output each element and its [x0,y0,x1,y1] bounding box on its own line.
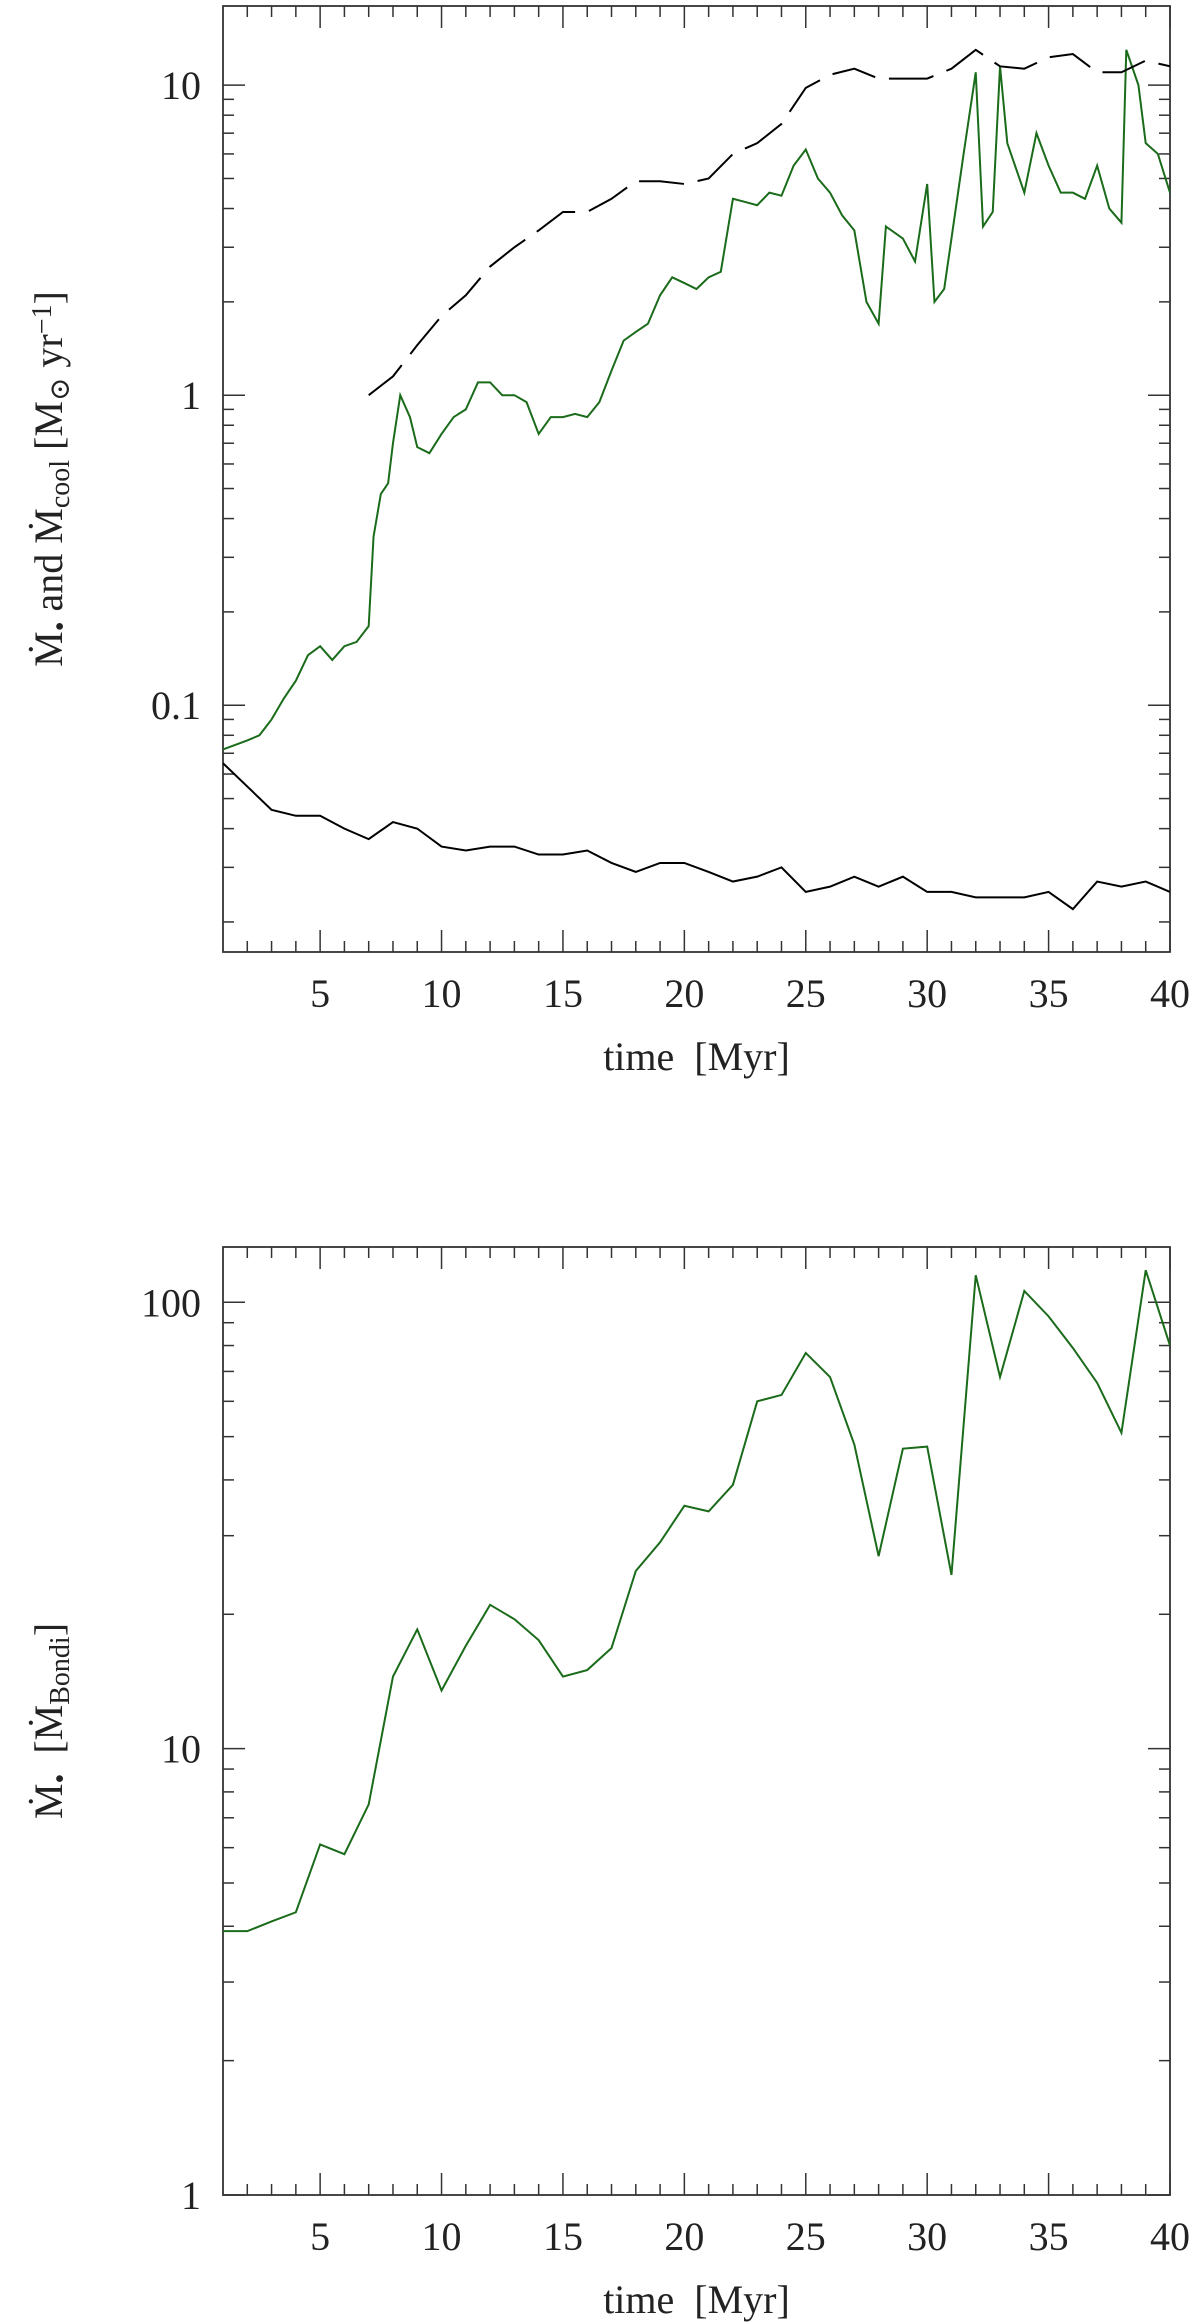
plot-frame [222,1246,1171,2196]
x-tick-label: 25 [786,2214,826,2259]
y-axis-label-part: Bondi [45,1636,76,1705]
x-tick-label: 35 [1029,971,1069,1016]
y-axis-label-part: ⊙ [45,378,76,401]
x-tick-label: 15 [543,2214,583,2259]
y-axis-label-part: • [45,1774,76,1784]
y-axis-label-part: −1 [27,304,58,334]
y-axis-label: Ṁ• [ṀBondi] [26,1623,76,1819]
y-axis-label-part: Ṁ [26,1783,71,1819]
x-tick-label: 35 [1029,2214,1069,2259]
series-line [223,762,1170,911]
y-axis-label-part: and Ṁ [26,508,71,621]
x-tick-label: 15 [543,971,583,1016]
y-axis-label-part: • [45,621,76,631]
plot: 5 10 15 20 25 30 35 40 0.1 1 10 time [Myr] Ṁ• and Ṁc… [26,5,1190,1079]
x-tick-label: 30 [907,2214,947,2259]
y-axis-label-part: [M [26,401,71,460]
plot: 5 10 15 20 25 30 35 40 1 10 100 time [Myr] Ṁ• [ṀBond… [26,1246,1190,2322]
series-line [368,48,1170,396]
x-tick-label: 10 [422,971,462,1016]
series-line [223,49,1170,751]
x-axis-label: time [Myr] [603,1034,790,1079]
x-tick-label: 20 [664,971,704,1016]
y-tick-label: 0.1 [151,683,201,728]
y-tick-label: 1 [181,373,201,418]
y-axis-label: Ṁ• and Ṁcool [M⊙ yr−1] [26,291,76,667]
x-tick-label: 40 [1150,971,1190,1016]
x-tick-label: 40 [1150,2214,1190,2259]
x-tick-label: 25 [786,971,826,1016]
series-line [223,1269,1170,1933]
y-axis-label-part: Ṁ [26,631,71,667]
x-tick-label: 20 [664,2214,704,2259]
x-tick-label: 5 [310,2214,330,2259]
y-axis-label-part: ] [26,291,71,304]
y-axis-label-part: ] [26,1623,71,1636]
x-tick-label: 5 [310,971,330,1016]
y-tick-label: 10 [161,1727,201,1772]
y-axis-label-part: cool [45,460,76,508]
x-tick-label: 10 [422,2214,462,2259]
y-axis-label-part: [Ṁ [26,1705,71,1774]
x-tick-label: 30 [907,971,947,1016]
y-tick-label: 10 [161,63,201,108]
y-tick-label: 1 [181,2173,201,2218]
y-tick-label: 100 [141,1280,201,1325]
plot-frame [222,5,1171,953]
y-axis-label-part: yr [26,334,71,377]
x-axis-label: time [Myr] [603,2277,790,2322]
